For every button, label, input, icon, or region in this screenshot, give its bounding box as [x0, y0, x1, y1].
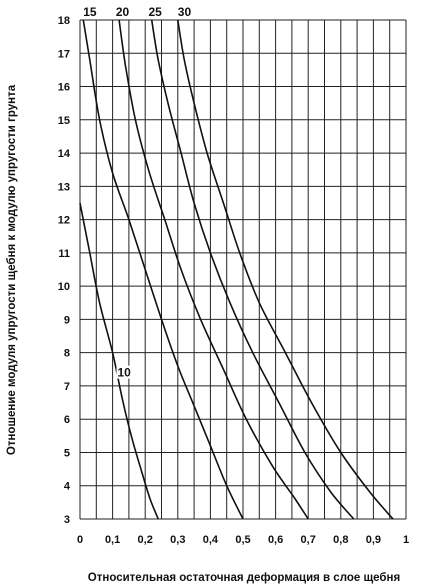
x-tick-label: 0 — [77, 534, 83, 546]
curve-label-bg — [116, 365, 134, 379]
curve-label-15: 15 — [83, 5, 97, 19]
x-tick-label: 0,7 — [301, 534, 316, 546]
curve-label-25: 25 — [148, 5, 162, 19]
y-tick-label: 17 — [58, 48, 70, 60]
curve-30 — [177, 19, 394, 520]
x-tick-label: 0,1 — [105, 534, 120, 546]
curve-label-bg — [82, 5, 100, 18]
y-tick-label: 12 — [58, 215, 70, 227]
y-tick-label: 14 — [58, 148, 71, 160]
y-tick-label: 10 — [58, 281, 70, 293]
y-axis-label: Отношение модуля упругости щебня к модул… — [6, 84, 18, 455]
y-tick-label: 4 — [64, 481, 71, 493]
curve-labels: 10 15 20 25 30 — [82, 5, 194, 380]
curve-10 — [79, 202, 159, 520]
x-tick-label: 0,9 — [366, 534, 381, 546]
curve-label-20: 20 — [116, 5, 130, 19]
y-tick-label: 7 — [64, 381, 70, 393]
curves — [79, 19, 394, 520]
y-tick-label: 3 — [64, 514, 70, 526]
curve-25 — [150, 19, 355, 520]
curve-label-30: 30 — [178, 5, 192, 19]
curve-label-bg — [147, 5, 165, 18]
y-tick-label: 8 — [64, 348, 70, 360]
y-tick-labels: 3 4 5 6 7 8 9 10 11 12 13 14 15 16 17 18 — [58, 15, 71, 526]
curve-label-bg — [114, 5, 132, 18]
grid — [79, 19, 407, 520]
y-tick-label: 13 — [58, 181, 70, 193]
x-tick-label: 0,6 — [268, 534, 283, 546]
y-tick-label: 9 — [64, 314, 70, 326]
x-axis-label: Относительная остаточная деформация в сл… — [88, 572, 400, 584]
x-tick-label: 1 — [403, 534, 409, 546]
y-tick-label: 5 — [64, 447, 70, 459]
x-tick-label: 0,5 — [235, 534, 250, 546]
curve-20 — [118, 19, 309, 520]
x-tick-labels: 0 0,1 0,2 0,3 0,4 0,5 0,6 0,7 0,8 0,9 1 — [77, 534, 409, 546]
x-tick-label: 0,4 — [203, 534, 219, 546]
y-tick-label: 16 — [58, 82, 70, 94]
curve-label-bg — [176, 5, 194, 18]
curve-15 — [82, 19, 244, 520]
x-tick-label: 0,8 — [333, 534, 348, 546]
x-tick-label: 0,3 — [170, 534, 185, 546]
x-tick-label: 0,2 — [138, 534, 153, 546]
y-tick-label: 18 — [58, 15, 70, 27]
y-tick-label: 15 — [58, 115, 70, 127]
y-tick-label: 11 — [58, 248, 70, 260]
y-tick-label: 6 — [64, 414, 70, 426]
curve-label-10: 10 — [117, 366, 131, 380]
